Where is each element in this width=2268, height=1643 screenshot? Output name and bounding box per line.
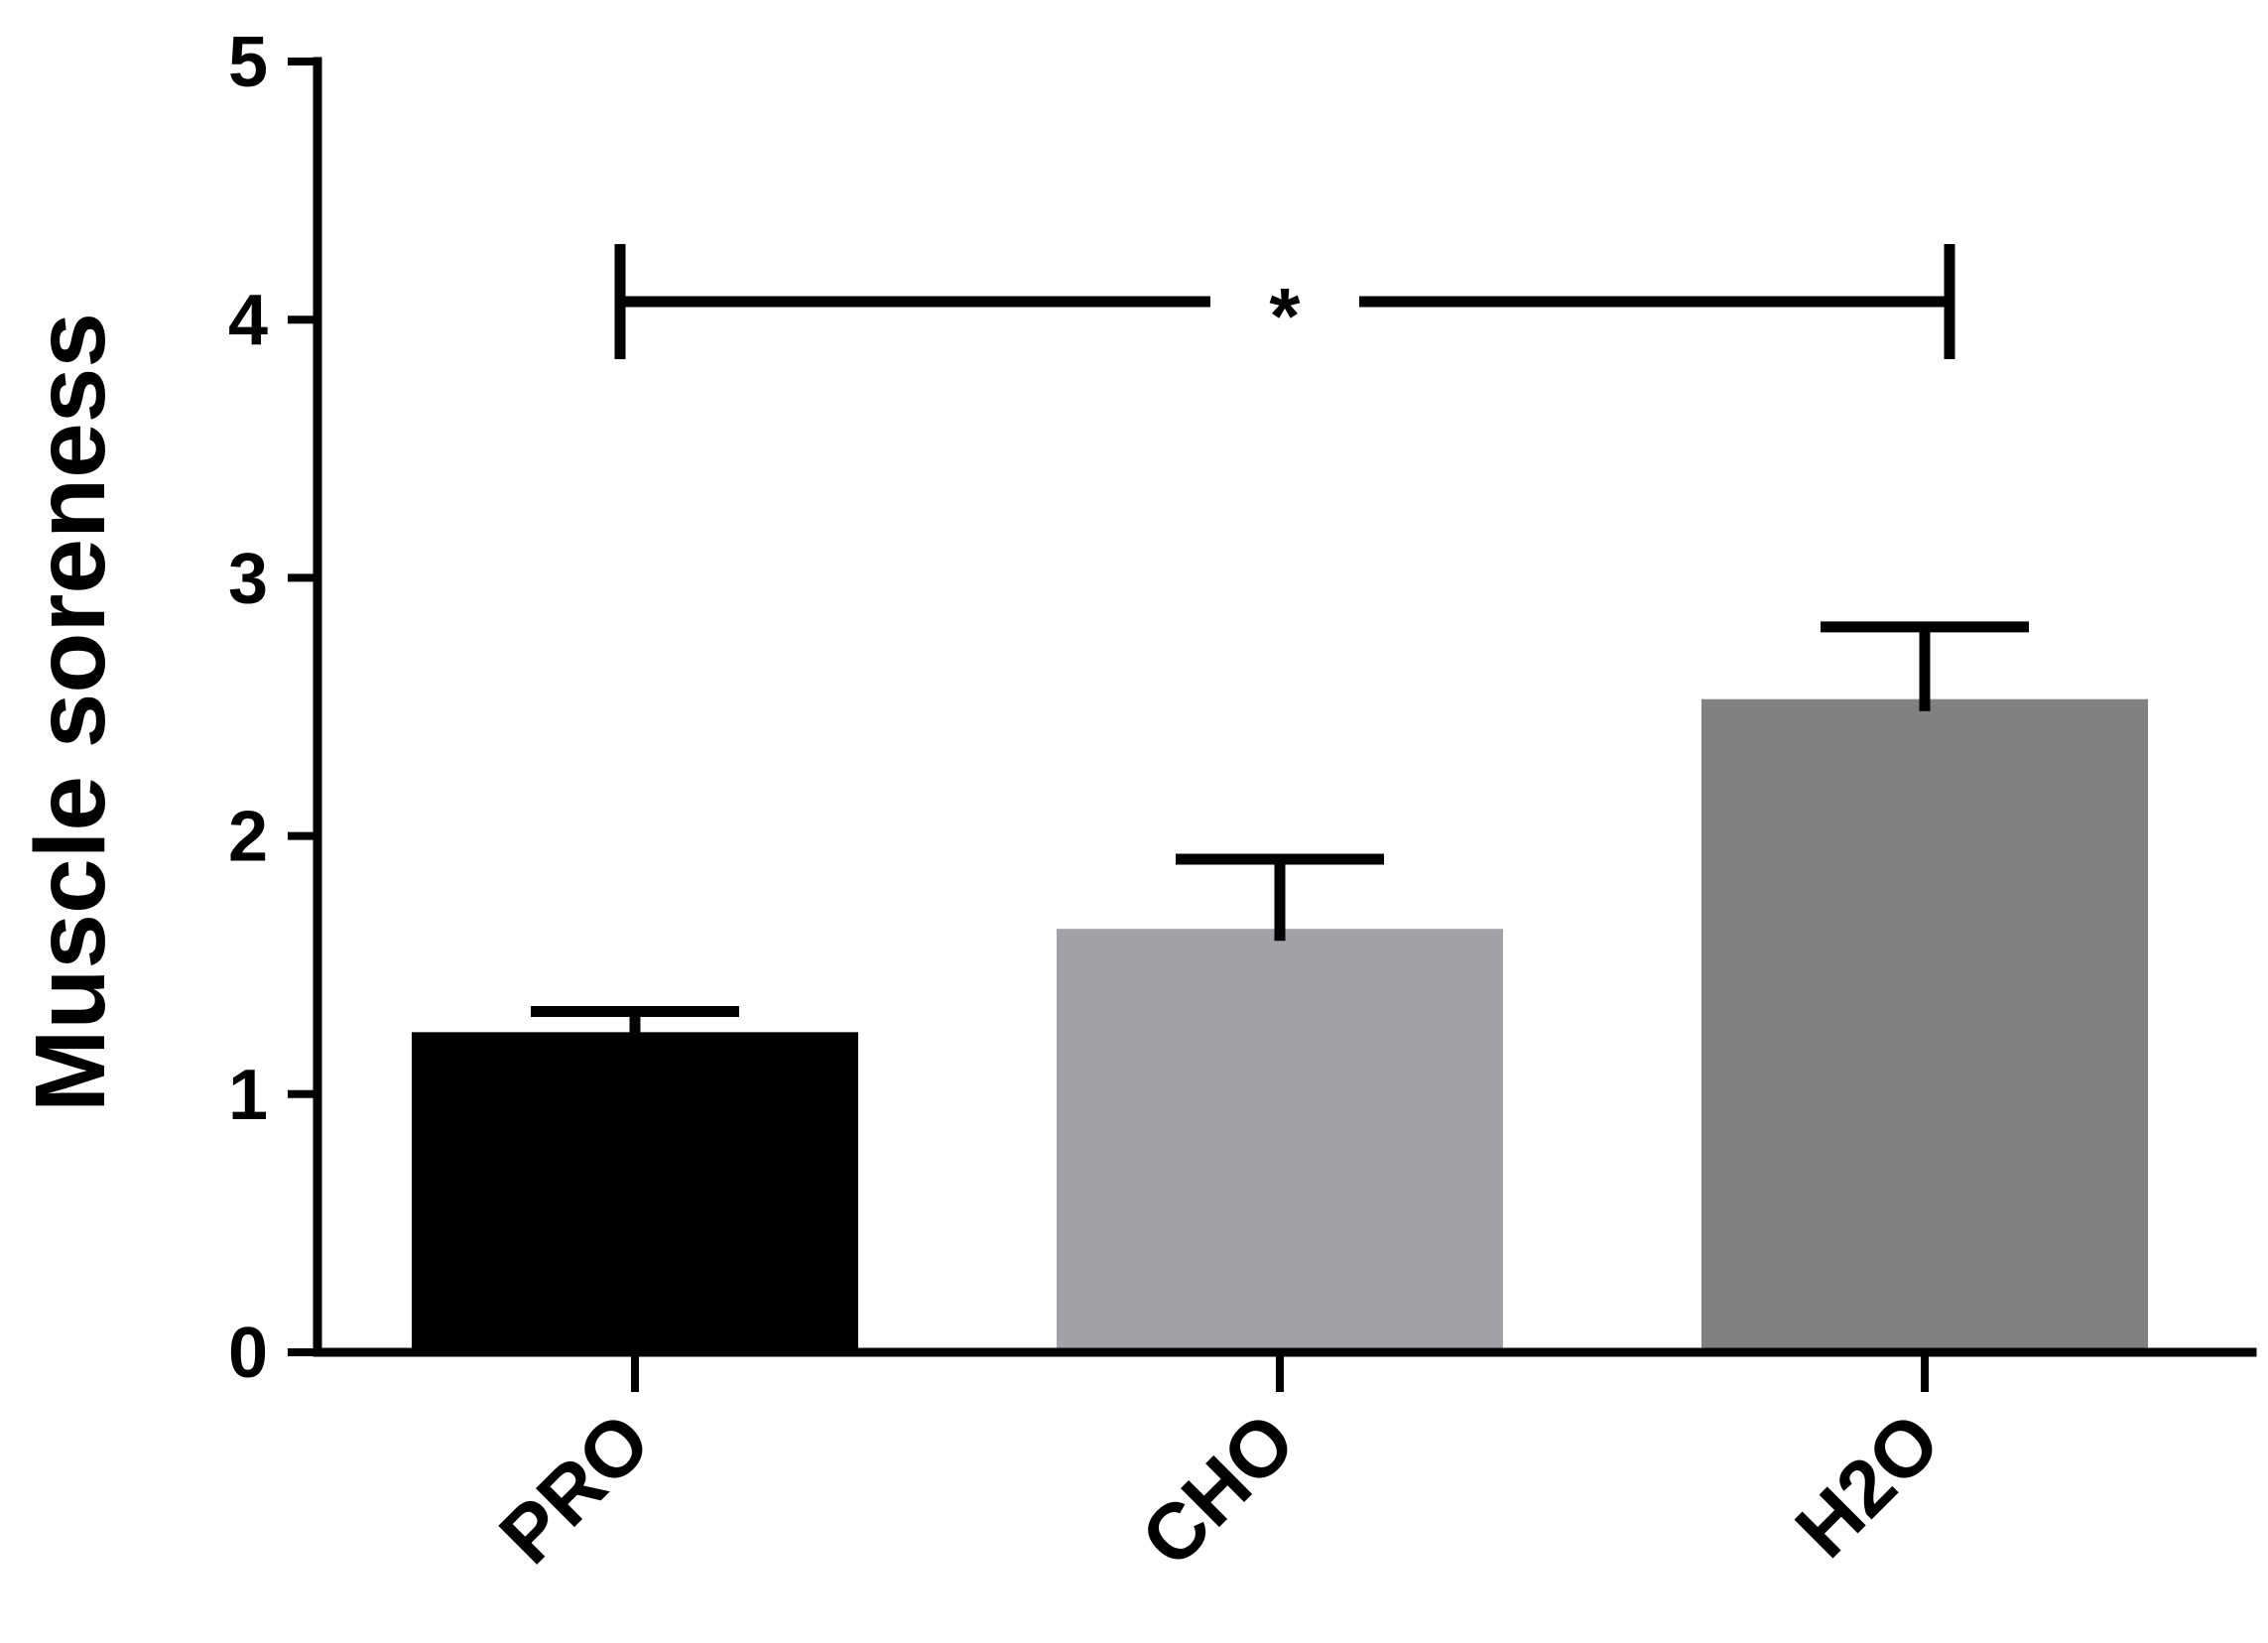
significance-group: * [614,243,1955,360]
error-bars-group [531,621,2029,1045]
x-ticks-group: PRO CHO H2O [483,1352,1956,1583]
y-axis-label: Muscle soreness [15,313,126,1112]
y-tick-label: 2 [228,798,268,877]
y-tick-label: 4 [228,281,268,360]
y-tick-label: 3 [228,539,268,618]
bars-group [412,698,2148,1352]
x-tick-label-pro: PRO [483,1396,668,1580]
bar-cho [1057,929,1503,1352]
y-ticks-group: 0 1 2 3 4 5 [228,23,317,1393]
x-tick-label-cho: CHO [1124,1396,1312,1583]
y-tick-label: 1 [228,1056,268,1135]
axes-group [313,57,2257,1357]
bar-h2o [1701,698,2148,1352]
y-tick-label: 5 [228,23,268,102]
x-tick-label-h2o: H2O [1779,1396,1956,1574]
significance-star: * [1269,272,1301,360]
y-tick-label: 0 [228,1314,268,1393]
bar-pro [412,1032,858,1352]
